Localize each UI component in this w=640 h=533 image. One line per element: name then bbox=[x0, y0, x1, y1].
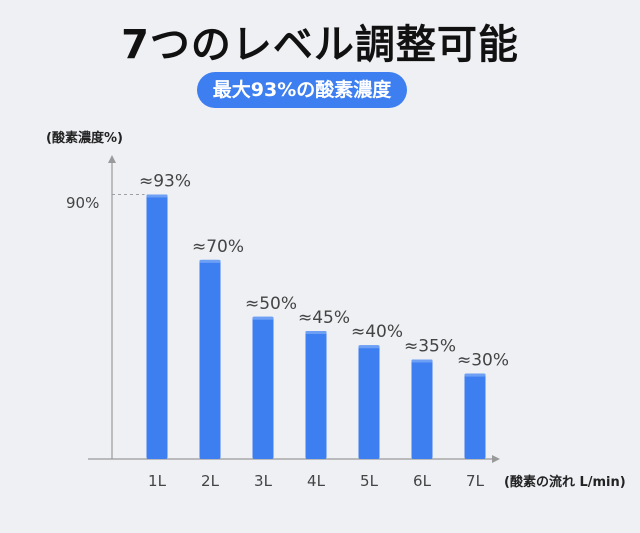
bar-cap bbox=[146, 194, 168, 198]
x-axis-label: (酸素の流れ L/min) bbox=[504, 474, 626, 490]
bar-cap bbox=[199, 259, 221, 263]
x-tick-label: 2L bbox=[201, 472, 220, 490]
bar-cap bbox=[305, 331, 327, 334]
x-tick-label: 3L bbox=[254, 472, 273, 490]
bar-cap bbox=[464, 373, 486, 377]
subtitle-badge: 最大93%の酸素濃度 bbox=[197, 72, 407, 108]
bar bbox=[464, 373, 486, 459]
data-label: ≈93% bbox=[139, 171, 191, 191]
x-tick-label: 7L bbox=[466, 472, 485, 490]
bar bbox=[199, 259, 221, 459]
data-label: ≈70% bbox=[192, 237, 244, 257]
x-tick-label: 4L bbox=[307, 472, 326, 490]
x-tick-label: 6L bbox=[413, 472, 432, 490]
bar bbox=[252, 316, 274, 459]
bar-cap bbox=[252, 316, 274, 320]
x-tick-label: 5L bbox=[360, 472, 379, 490]
y-axis-label: (酸素濃度%) bbox=[46, 131, 123, 146]
bar bbox=[305, 331, 327, 459]
data-label: ≈50% bbox=[245, 294, 297, 314]
data-label: ≈40% bbox=[351, 322, 403, 342]
data-label: ≈35% bbox=[404, 336, 456, 356]
page-title: 7つのレベル調整可能 bbox=[121, 22, 519, 68]
y-tick-label: 90% bbox=[66, 194, 99, 212]
y-axis-arrow-icon bbox=[108, 155, 116, 163]
data-label: ≈45% bbox=[298, 308, 350, 328]
bar bbox=[358, 345, 380, 459]
x-tick-label: 1L bbox=[148, 472, 167, 490]
bar bbox=[411, 359, 433, 459]
bar bbox=[146, 194, 168, 459]
data-label: ≈30% bbox=[457, 351, 509, 371]
bar-cap bbox=[411, 359, 433, 363]
bar-cap bbox=[358, 345, 380, 349]
x-axis-arrow-icon bbox=[492, 455, 500, 463]
